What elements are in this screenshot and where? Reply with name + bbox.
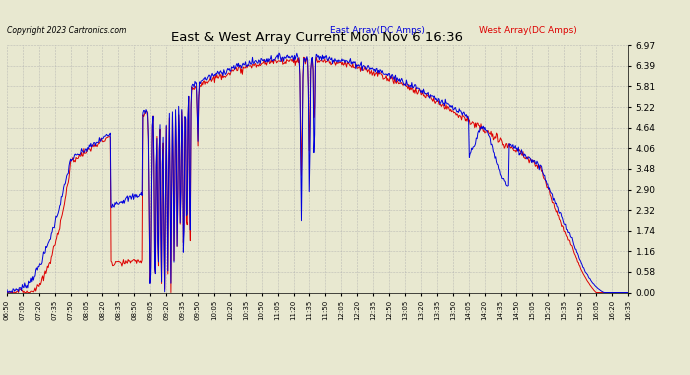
Text: Copyright 2023 Cartronics.com: Copyright 2023 Cartronics.com bbox=[7, 26, 126, 35]
Title: East & West Array Current Mon Nov 6 16:36: East & West Array Current Mon Nov 6 16:3… bbox=[171, 31, 464, 44]
Text: West Array(DC Amps): West Array(DC Amps) bbox=[479, 26, 577, 35]
Text: East Array(DC Amps): East Array(DC Amps) bbox=[330, 26, 425, 35]
